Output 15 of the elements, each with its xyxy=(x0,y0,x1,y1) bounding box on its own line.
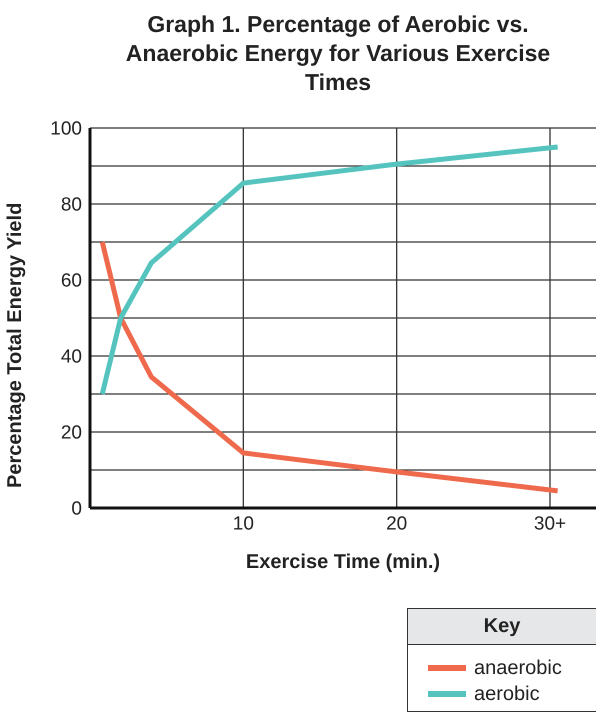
x-tick-label: 20 xyxy=(386,513,408,534)
legend-label: aerobic xyxy=(474,682,540,706)
x-tick-label: 30+ xyxy=(534,513,566,534)
y-tick-label: 60 xyxy=(60,270,82,292)
y-tick-label: 40 xyxy=(60,346,82,368)
y-tick-label: 80 xyxy=(60,194,82,216)
y-axis-title: Percentage Total Energy Yield xyxy=(4,202,26,488)
y-tick-label: 0 xyxy=(71,498,82,520)
legend-label: anaerobic xyxy=(474,656,562,680)
x-tick-label: 10 xyxy=(232,513,254,534)
legend-title: Key xyxy=(408,609,596,645)
x-axis-title: Exercise Time (min.) xyxy=(246,551,440,573)
y-tick-label: 20 xyxy=(60,422,82,444)
chart-title: Graph 1. Percentage of Aerobic vs. Anaerobic Energy for Various Exercise Times xyxy=(124,10,552,97)
y-tick-label: 100 xyxy=(50,118,82,140)
